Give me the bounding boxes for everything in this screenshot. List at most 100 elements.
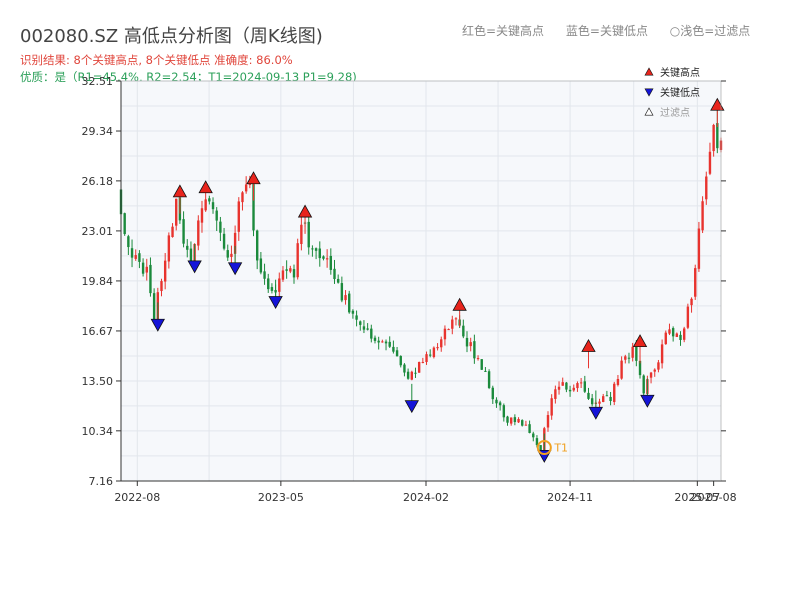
candle-body xyxy=(388,341,391,347)
candle-body xyxy=(127,236,130,248)
candle-body xyxy=(664,332,667,345)
candle-body xyxy=(314,248,318,251)
candle-body xyxy=(244,184,248,192)
candle-body xyxy=(579,382,583,384)
candle-body xyxy=(491,387,494,400)
candle-body xyxy=(138,253,141,262)
y-tick-label: 13.50 xyxy=(82,375,114,388)
candle-body xyxy=(712,124,715,152)
candle-body xyxy=(429,354,432,356)
candle-body xyxy=(289,268,292,272)
candle-body xyxy=(270,287,274,291)
y-tick-label: 7.16 xyxy=(89,475,114,488)
candle-body xyxy=(524,424,528,426)
candle-body xyxy=(454,318,458,320)
y-tick-label: 29.34 xyxy=(82,125,114,138)
candle-body xyxy=(163,260,167,282)
candle-body xyxy=(403,364,406,373)
candle-body xyxy=(587,392,590,399)
y-tick-label: 10.34 xyxy=(82,425,114,438)
x-tick-label: 2025-07 xyxy=(674,491,720,504)
candle-body xyxy=(355,315,358,320)
candle-body xyxy=(708,151,712,174)
candle-body xyxy=(344,295,347,301)
candle-body xyxy=(609,396,612,401)
candle-body xyxy=(550,398,553,416)
candle-body xyxy=(340,283,344,301)
candle-body xyxy=(296,243,299,278)
candle-body xyxy=(208,198,211,202)
y-tick-label: 32.51 xyxy=(82,75,114,88)
legend-text-filtered: ○浅色=过滤点 xyxy=(669,24,751,38)
candle-body xyxy=(318,248,321,259)
candle-body xyxy=(152,293,156,322)
candle-body xyxy=(517,419,520,423)
candle-body xyxy=(671,328,675,337)
candle-body xyxy=(679,334,682,341)
candle-body xyxy=(311,248,314,250)
candle-body xyxy=(502,405,506,418)
key-low-marker xyxy=(404,400,419,414)
candle-body xyxy=(425,354,428,362)
candle-body xyxy=(476,358,480,360)
candles xyxy=(119,109,723,452)
legend-high-label: 关键高点 xyxy=(660,66,700,79)
candle-body xyxy=(267,278,270,290)
candle-body xyxy=(175,198,178,226)
candle-body xyxy=(226,250,229,258)
legend-low-label: 关键低点 xyxy=(660,86,700,99)
t1-circle xyxy=(536,440,552,456)
candle-body xyxy=(325,258,329,260)
candle-body xyxy=(675,333,679,338)
candle-body xyxy=(421,361,425,363)
candle-body xyxy=(590,398,594,405)
candle-body xyxy=(336,278,340,283)
candle-body xyxy=(241,192,244,203)
top-legend: 红色=关键高点 蓝色=关键低点 ○浅色=过滤点 xyxy=(462,22,768,39)
candle-body xyxy=(635,345,638,361)
x-tick-label: 2025-08 xyxy=(691,491,737,504)
candle-body xyxy=(278,278,281,292)
candle-body xyxy=(230,253,233,257)
candle-body xyxy=(414,372,417,374)
key-low-marker xyxy=(268,296,283,310)
candle-body xyxy=(381,341,384,343)
candle-body xyxy=(506,416,509,423)
candle-body xyxy=(465,337,469,347)
candle-body xyxy=(219,221,222,233)
candle-body xyxy=(443,328,447,340)
candle-body xyxy=(613,383,616,403)
legend-filtered-label: 过滤点 xyxy=(660,106,690,119)
candle-body xyxy=(366,328,369,330)
candle-body xyxy=(186,245,189,250)
candle-body xyxy=(620,360,623,379)
candle-body xyxy=(292,269,296,278)
candle-body xyxy=(624,356,627,360)
candle-body xyxy=(432,347,436,358)
x-tick-label: 2024-11 xyxy=(547,491,593,504)
key-high-marker xyxy=(172,184,188,198)
candle-body xyxy=(149,264,152,294)
candle-body xyxy=(333,268,336,280)
candle-body xyxy=(285,269,288,271)
candle-body xyxy=(123,213,126,235)
candle-body xyxy=(627,357,631,359)
candle-body xyxy=(701,201,704,231)
candle-body xyxy=(255,230,259,261)
candle-body xyxy=(686,306,690,328)
key-high-marker xyxy=(710,97,725,111)
page-title: 002080.SZ 高低点分析图（周K线图) xyxy=(20,26,323,47)
candle-body xyxy=(329,255,333,270)
candle-body xyxy=(602,396,605,402)
key-high-marker xyxy=(246,171,261,185)
candle-body xyxy=(145,266,148,273)
candle-body xyxy=(182,219,185,244)
candle-body xyxy=(473,341,476,359)
candle-body xyxy=(554,389,557,399)
candle-body xyxy=(451,319,454,329)
candle-body xyxy=(300,224,303,245)
candle-body xyxy=(546,415,550,428)
candle-body xyxy=(716,123,719,149)
candle-body xyxy=(469,342,472,347)
